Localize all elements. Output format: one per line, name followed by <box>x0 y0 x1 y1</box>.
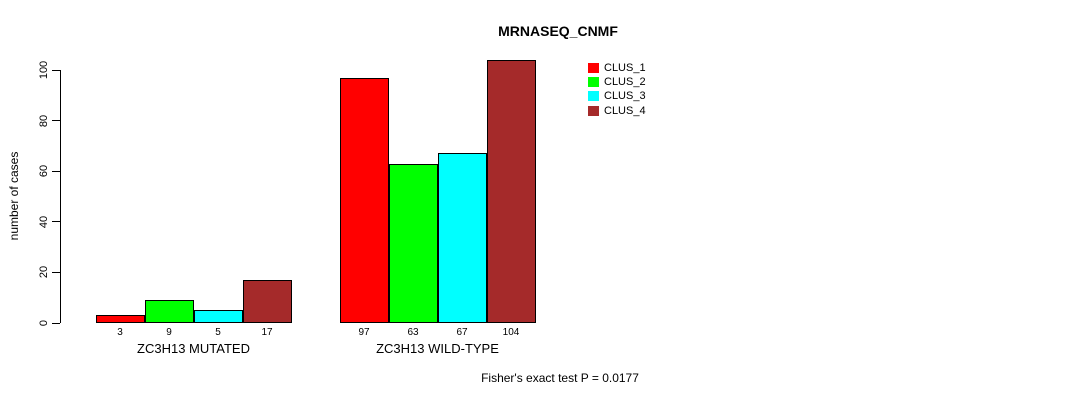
y-tick-mark <box>52 322 60 324</box>
y-tick-mark <box>52 69 60 71</box>
legend-swatch-clus_4 <box>588 105 599 116</box>
y-tick-label: 100 <box>38 60 50 80</box>
bar-value-label: 3 <box>117 327 123 338</box>
bar-clus_4-2 <box>486 59 536 323</box>
bar-value-label: 17 <box>261 327 273 338</box>
legend-label: CLUS_2 <box>604 76 646 89</box>
bar-clus_1-2 <box>339 77 389 323</box>
legend-label: CLUS_4 <box>604 104 646 117</box>
y-axis-line <box>60 70 61 323</box>
bar-value-label: 97 <box>358 327 370 338</box>
y-tick-mark <box>52 221 60 223</box>
fisher-test-annotation: Fisher's exact test P = 0.0177 <box>481 371 639 385</box>
y-tick-label: 0 <box>38 319 50 327</box>
chart-title: MRNASEQ_CNMF <box>498 23 618 39</box>
bar-clus_3-1 <box>193 310 243 323</box>
legend-swatch-clus_2 <box>588 77 599 88</box>
legend-swatch-clus_3 <box>588 91 599 102</box>
bar-value-label: 5 <box>215 327 221 338</box>
bar-value-label: 104 <box>502 327 520 338</box>
bar-value-label: 67 <box>456 327 468 338</box>
bar-clus_1-1 <box>95 315 145 323</box>
legend-label: CLUS_1 <box>604 62 646 74</box>
bar-value-label: 63 <box>407 327 419 338</box>
bar-clus_4-1 <box>242 279 292 323</box>
bar-clus_2-2 <box>388 163 438 323</box>
y-tick-label: 40 <box>38 215 50 228</box>
y-axis-label: number of cases <box>7 151 21 241</box>
y-tick-mark <box>52 170 60 172</box>
y-tick-mark <box>52 271 60 273</box>
x-group-label: ZC3H13 MUTATED <box>137 341 250 356</box>
x-group-label: ZC3H13 WILD-TYPE <box>376 341 499 356</box>
bar-clus_2-1 <box>144 300 194 323</box>
bar-value-label: 9 <box>166 327 172 338</box>
legend-swatch-clus_1 <box>588 63 599 73</box>
bar-clus_3-2 <box>437 153 487 323</box>
y-tick-mark <box>52 120 60 122</box>
y-tick-label: 60 <box>38 165 50 178</box>
legend-label: CLUS_3 <box>604 90 646 103</box>
y-tick-label: 80 <box>38 114 50 127</box>
y-tick-label: 20 <box>38 266 50 279</box>
